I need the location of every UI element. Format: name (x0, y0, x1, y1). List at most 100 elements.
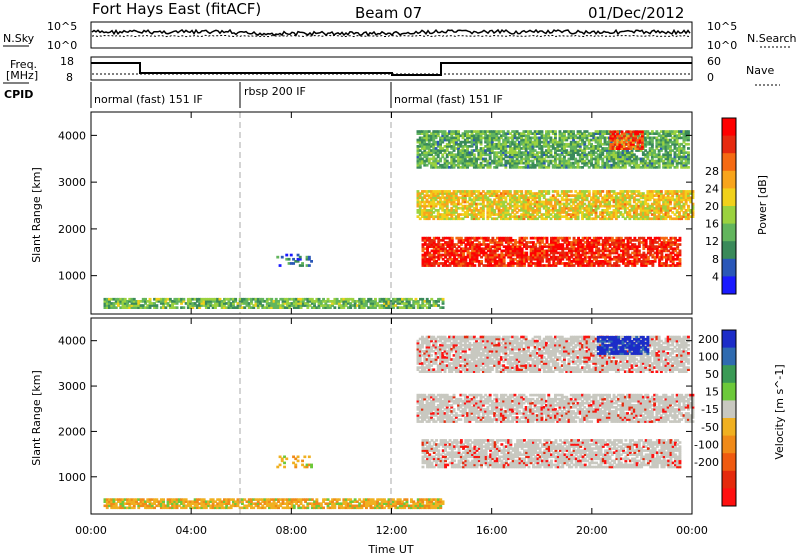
heatmap-cell (236, 302, 240, 305)
heatmap-cell (508, 140, 512, 144)
heatmap-cell (594, 192, 598, 195)
heatmap-cell (274, 306, 278, 309)
heatmap-cell (559, 247, 562, 251)
heatmap-cell (146, 304, 150, 307)
heatmap-cell (450, 153, 454, 157)
heatmap-cell (497, 147, 501, 150)
heatmap-cell (459, 161, 463, 165)
heatmap-cell (479, 213, 483, 216)
heatmap-cell (426, 262, 429, 265)
heatmap-cell (621, 163, 625, 167)
heatmap-cell (583, 142, 587, 146)
heatmap-cell (462, 260, 465, 263)
heatmap-cell (581, 142, 584, 146)
heatmap-cell (644, 163, 648, 167)
heatmap-cell (425, 297, 429, 301)
heatmap-cell (531, 147, 535, 150)
heatmap-cell (426, 249, 429, 253)
heatmap-cell (448, 192, 451, 195)
heatmap-cell (362, 300, 366, 303)
heatmap-cell (522, 202, 526, 206)
heatmap-cell (448, 190, 451, 193)
heatmap-cell (506, 202, 510, 206)
heatmap-cell (418, 211, 422, 214)
heatmap-cell (641, 192, 645, 195)
heatmap-cell (599, 249, 603, 253)
heatmap-cell (635, 194, 639, 197)
heatmap-cell (583, 136, 587, 140)
heatmap-cell (572, 253, 576, 257)
heatmap-cell (132, 302, 136, 305)
heatmap-cell (313, 302, 316, 305)
noise-left-tick-low: 10^0 (47, 39, 77, 52)
heatmap-cell (524, 147, 528, 150)
heatmap-cell (604, 257, 607, 261)
heatmap-cell (657, 202, 661, 206)
heatmap-cell (576, 194, 580, 197)
heatmap-cell (439, 262, 443, 265)
heatmap-cell (608, 217, 611, 221)
heatmap-cell (549, 153, 553, 157)
heatmap-cell (617, 159, 620, 163)
heatmap-cell (468, 202, 472, 206)
heatmap-cell (684, 166, 688, 169)
heatmap-cell (454, 134, 458, 138)
heatmap-cell (452, 202, 456, 206)
heatmap-cell (659, 194, 663, 197)
heatmap-cell (317, 302, 321, 305)
heatmap-cell (513, 213, 517, 216)
heatmap-cell (682, 157, 686, 161)
heatmap-cell (520, 138, 524, 142)
heatmap-cell (538, 140, 542, 144)
heatmap-cell (648, 138, 652, 142)
heatmap-cell (470, 213, 474, 216)
heatmap-cell (655, 166, 659, 169)
heatmap-cell (518, 145, 521, 148)
heatmap-cell (524, 198, 528, 202)
heatmap-cell (488, 192, 492, 195)
heatmap-cell (684, 136, 688, 140)
heatmap-cell (497, 145, 501, 148)
heatmap-cell (518, 149, 521, 152)
heatmap-cell (313, 304, 316, 307)
heatmap-cell (488, 211, 492, 214)
heatmap-cell (518, 249, 522, 253)
heatmap-cell (576, 211, 580, 214)
heatmap-cell (468, 260, 472, 263)
heatmap-cell (108, 304, 111, 307)
heatmap-cell (481, 153, 485, 157)
heatmap-cell (514, 243, 517, 246)
heatmap-cell (250, 300, 253, 303)
heatmap-cell (193, 302, 197, 305)
heatmap-cell (468, 140, 472, 144)
heatmap-cell (585, 211, 589, 214)
heatmap-cell (671, 192, 675, 195)
heatmap-cell (529, 249, 533, 253)
heatmap-cell (418, 149, 422, 152)
heatmap-cell (477, 190, 481, 193)
heatmap-cell (644, 200, 648, 204)
heatmap-cell (198, 297, 202, 301)
heatmap-cell (576, 215, 580, 218)
heatmap-cell (452, 211, 456, 214)
heatmap-cell (617, 236, 621, 240)
heatmap-cell (549, 204, 553, 208)
heatmap-cell (443, 209, 447, 212)
heatmap-cell (687, 213, 690, 216)
heatmap-cell (542, 213, 546, 216)
heatmap-cell (667, 245, 671, 248)
heatmap-cell (432, 211, 436, 214)
heatmap-cell (628, 190, 632, 193)
heatmap-cell (558, 142, 562, 146)
heatmap-cell (583, 247, 587, 251)
heatmap-cell (626, 132, 629, 135)
heatmap-cell (657, 151, 661, 154)
heatmap-cell (588, 257, 592, 261)
heatmap-cell (513, 217, 517, 221)
heatmap-cell (522, 142, 526, 146)
heatmap-cell (159, 302, 163, 305)
heatmap-cell (687, 142, 690, 146)
heatmap-cell (459, 151, 463, 154)
heatmap-cell (554, 161, 557, 165)
heatmap-cell (277, 300, 280, 303)
